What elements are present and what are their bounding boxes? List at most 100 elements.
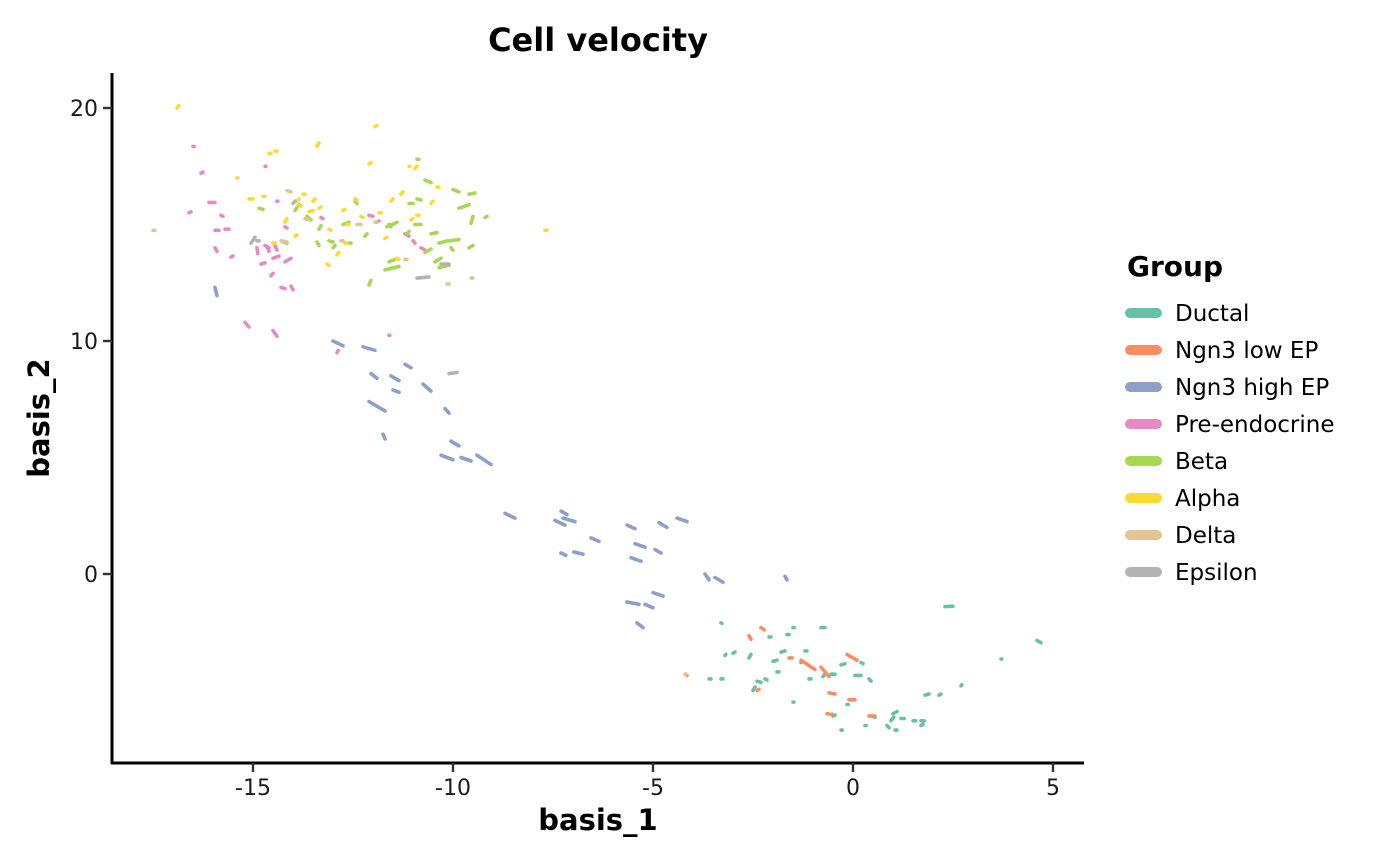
velocity-segment [331, 339, 345, 348]
y-axis-title: basis_2 [22, 358, 56, 477]
x-axis-title: basis_1 [538, 803, 657, 837]
velocity-segment [783, 574, 789, 582]
velocity-segment [763, 677, 769, 682]
velocity-segment [845, 652, 859, 663]
velocity-segment [747, 633, 753, 642]
series-epsilon [249, 199, 459, 376]
velocity-segment [457, 202, 471, 210]
x-tick-label: -5 [642, 776, 664, 801]
velocity-segment [219, 213, 225, 219]
velocity-segment [731, 650, 737, 656]
velocity-segment [923, 692, 931, 698]
velocity-segment [423, 178, 433, 185]
velocity-segment [383, 235, 389, 241]
velocity-segment [459, 455, 473, 463]
velocity-segment [635, 621, 645, 630]
velocity-segment [779, 649, 787, 654]
legend-item: Alpha [1125, 486, 1240, 512]
velocity-segment [821, 672, 827, 679]
velocity-segment [391, 388, 401, 395]
legend-item: Pre-endocrine [1125, 412, 1334, 438]
velocity-segment [437, 239, 449, 245]
velocity-segment [279, 239, 289, 244]
velocity-segment [571, 550, 585, 557]
velocity-segment [447, 237, 461, 243]
velocity-segment [629, 555, 643, 564]
velocity-segment [703, 572, 711, 582]
velocity-segment [373, 123, 379, 129]
velocity-segment [389, 197, 395, 203]
velocity-segment [723, 652, 728, 658]
velocity-segment [387, 257, 397, 264]
velocity-segment [369, 371, 379, 381]
x-tick-label: 5 [1046, 776, 1060, 801]
velocity-segment [771, 658, 779, 664]
velocity-segment [419, 246, 427, 252]
velocity-segment [625, 600, 641, 607]
legend-label: Delta [1175, 523, 1236, 549]
velocity-segment [319, 215, 325, 221]
velocity-segment [387, 222, 393, 229]
velocity-segment [799, 658, 817, 672]
velocity-segment [213, 246, 219, 254]
velocity-segment [187, 209, 193, 215]
velocity-segment [315, 141, 321, 149]
velocity-segment [483, 214, 489, 220]
velocity-segment [653, 547, 663, 555]
series-ngn3-low-ep [683, 625, 877, 718]
velocity-segment [475, 453, 493, 467]
velocity-segment [383, 264, 401, 272]
velocity-segment [367, 399, 387, 413]
legend-item: Ngn3 high EP [1125, 375, 1329, 401]
velocity-segment [589, 536, 601, 544]
velocity-segment [755, 687, 761, 693]
velocity-segment [747, 652, 753, 660]
velocity-segment [469, 214, 475, 226]
velocity-segment [399, 190, 405, 196]
velocity-segment [885, 723, 891, 730]
legend-item: Ngn3 low EP [1125, 338, 1318, 364]
velocity-segment [451, 187, 461, 194]
velocity-segment [423, 247, 433, 255]
y-tick-label: 10 [70, 330, 98, 355]
velocity-segment [395, 256, 401, 262]
velocity-segment [759, 625, 767, 632]
velocity-segment [433, 256, 443, 264]
velocity-segment [409, 216, 415, 222]
series-beta [257, 157, 489, 287]
velocity-segment [713, 575, 725, 585]
velocity-segment [283, 256, 293, 264]
velocity-segment [1035, 638, 1043, 645]
velocity-segment [213, 285, 219, 298]
legend-label: Alpha [1175, 486, 1240, 512]
velocity-segment [283, 216, 289, 224]
legend-label: Ngn3 low EP [1175, 338, 1318, 364]
velocity-segment [341, 207, 347, 213]
legend-label: Ngn3 high EP [1175, 375, 1329, 401]
velocity-segment [403, 362, 413, 370]
velocity-segment [413, 164, 419, 171]
velocity-segment [327, 227, 333, 233]
velocity-segment [625, 523, 637, 531]
velocity-segment [291, 199, 297, 206]
series-alpha [175, 103, 549, 268]
legend-item: Delta [1125, 523, 1236, 549]
velocity-segment [331, 243, 337, 250]
velocity-segment [359, 214, 365, 220]
legend-title: Group [1127, 250, 1223, 283]
velocity-segment [449, 439, 461, 448]
velocity-segment [719, 621, 724, 626]
x-tick-label: -10 [435, 776, 471, 801]
velocity-segment [657, 520, 669, 530]
velocity-segment [839, 661, 847, 667]
velocity-segment [919, 722, 925, 728]
velocity-segment [859, 660, 865, 666]
velocity-segment [561, 516, 577, 524]
velocity-segment [415, 197, 423, 202]
velocity-segment [289, 284, 295, 292]
velocity-segment [335, 348, 341, 355]
velocity-segment [317, 223, 323, 231]
series-ngn3-high-ep [213, 285, 789, 630]
velocity-segments [151, 103, 1043, 732]
